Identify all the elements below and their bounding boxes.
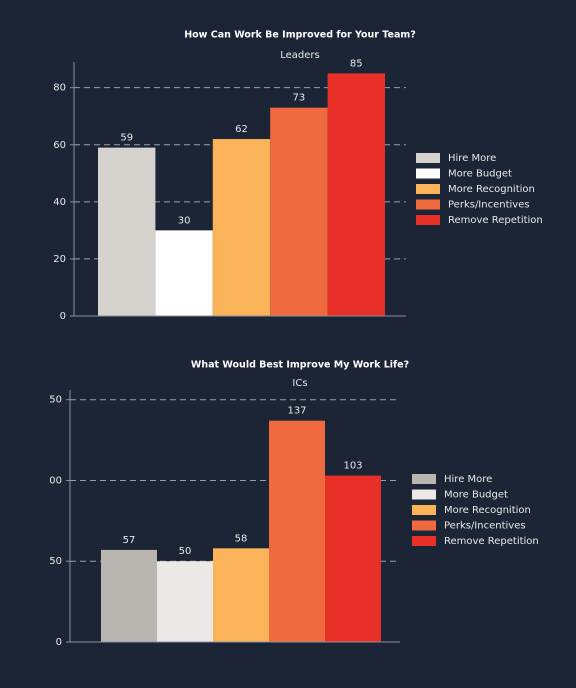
bar	[269, 420, 325, 642]
legend-label: Remove Repetition	[444, 536, 539, 547]
legend-label: More Recognition	[448, 184, 535, 195]
y-tick-label: 00	[49, 475, 62, 486]
y-tick-label: 40	[53, 197, 66, 208]
y-tick-label: 50	[49, 395, 62, 406]
value-label: 57	[123, 535, 136, 546]
chart-subtitle: Leaders	[280, 50, 320, 61]
value-label: 59	[120, 133, 133, 144]
bar	[101, 549, 157, 642]
value-label: 73	[293, 93, 306, 104]
bar	[327, 73, 385, 316]
y-tick-label: 60	[53, 140, 66, 151]
legend-label: Hire More	[448, 153, 496, 164]
bar	[212, 139, 271, 316]
bar	[98, 147, 156, 316]
legend-swatch	[412, 520, 436, 531]
y-tick-label: 0	[60, 311, 66, 322]
chart-title: How Can Work Be Improved for Your Team?	[184, 30, 416, 41]
value-label: 50	[179, 546, 192, 557]
legend-label: More Budget	[444, 490, 508, 501]
legend-swatch	[412, 489, 436, 500]
legend-label: More Recognition	[444, 505, 531, 516]
legend-swatch	[416, 199, 440, 210]
legend-label: More Budget	[448, 169, 512, 180]
legend-swatch	[412, 536, 436, 546]
bar	[157, 561, 213, 642]
legend-swatch	[416, 215, 440, 225]
legend-label: Perks/Incentives	[448, 200, 530, 211]
value-label: 103	[343, 461, 362, 472]
value-label: 137	[287, 406, 306, 417]
chart-title: What Would Best Improve My Work Life?	[191, 360, 409, 371]
legend-swatch	[412, 474, 436, 484]
value-label: 30	[178, 215, 191, 226]
bar	[155, 230, 213, 316]
legend-swatch	[416, 153, 440, 163]
bar	[270, 107, 328, 316]
y-tick-label: 50	[49, 556, 62, 567]
legend-swatch	[416, 168, 440, 179]
y-tick-label: 0	[56, 637, 62, 648]
bar	[325, 475, 381, 642]
value-label: 85	[350, 58, 363, 69]
legend-label: Remove Repetition	[448, 215, 543, 226]
y-tick-label: 20	[53, 254, 66, 265]
legend-label: Hire More	[444, 474, 492, 485]
bar	[213, 548, 269, 642]
legend-label: Perks/Incentives	[444, 521, 526, 532]
value-label: 62	[235, 124, 248, 135]
chart-subtitle: ICs	[292, 378, 307, 389]
y-tick-label: 80	[53, 83, 66, 94]
legend-swatch	[416, 184, 440, 194]
value-label: 58	[235, 533, 248, 544]
legend-swatch	[412, 505, 436, 515]
